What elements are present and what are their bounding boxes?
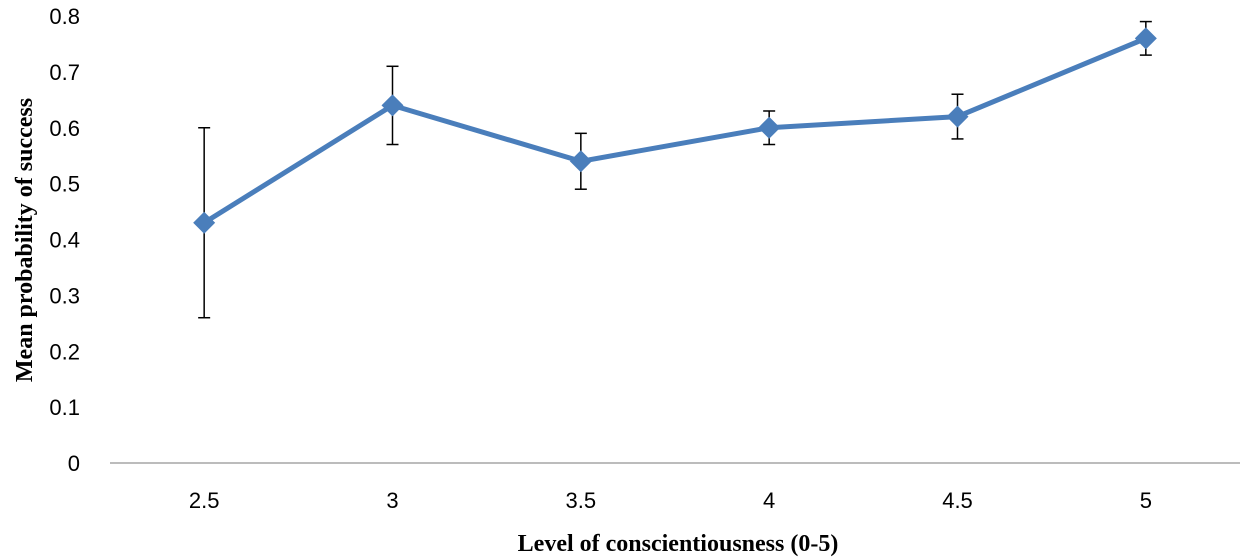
x-tick-label: 4.5 xyxy=(942,488,973,513)
x-tick-label: 3 xyxy=(386,488,398,513)
y-tick-label: 0.1 xyxy=(49,395,80,420)
y-tick-label: 0.7 xyxy=(49,60,80,85)
data-point-marker xyxy=(946,105,969,128)
x-tick-label: 3.5 xyxy=(566,488,597,513)
x-tick-label: 4 xyxy=(763,488,775,513)
x-tick-labels: 2.5 3 3.5 4 4.5 5 xyxy=(189,488,1152,513)
x-axis-title: Level of conscientiousness (0-5) xyxy=(518,531,839,557)
data-point-marker xyxy=(758,116,781,139)
data-point-marker xyxy=(569,150,592,173)
y-tick-label: 0.4 xyxy=(49,228,80,253)
data-markers xyxy=(193,27,1157,234)
y-tick-label: 0.3 xyxy=(49,283,80,308)
data-point-marker xyxy=(381,94,404,117)
y-tick-labels: 0 0.1 0.2 0.3 0.4 0.5 0.6 0.7 0.8 xyxy=(49,4,80,476)
y-tick-label: 0.6 xyxy=(49,116,80,141)
data-point-marker xyxy=(1134,27,1157,50)
y-tick-label: 0.8 xyxy=(49,4,80,29)
error-bars xyxy=(198,20,1152,319)
x-tick-label: 5 xyxy=(1140,488,1152,513)
series-line xyxy=(201,35,1149,226)
data-point-marker xyxy=(193,211,216,234)
x-tick-label: 2.5 xyxy=(189,488,220,513)
y-tick-label: 0.5 xyxy=(49,172,80,197)
y-tick-label: 0.2 xyxy=(49,339,80,364)
y-tick-label: 0 xyxy=(68,451,80,476)
y-axis-title: Mean probability of success xyxy=(12,98,38,382)
